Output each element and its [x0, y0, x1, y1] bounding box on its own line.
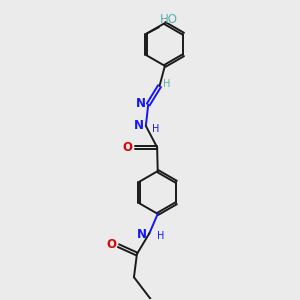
Text: HO: HO — [160, 14, 178, 26]
Text: H: H — [157, 231, 164, 241]
Text: O: O — [123, 141, 133, 154]
Text: H: H — [164, 79, 171, 89]
Text: N: N — [137, 228, 147, 241]
Text: H: H — [152, 124, 160, 134]
Text: N: N — [136, 97, 146, 110]
Text: O: O — [106, 238, 116, 251]
Text: N: N — [134, 119, 143, 132]
